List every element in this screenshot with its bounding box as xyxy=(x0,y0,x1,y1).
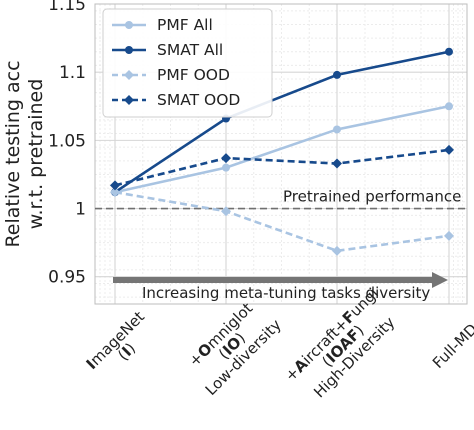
y-axis-label-line: w.r.t. pretrained xyxy=(25,79,47,230)
legend: PMF All SMAT All PMF OOD SMAT OOD xyxy=(102,8,273,118)
legend-entry: SMAT OOD xyxy=(112,91,240,109)
plot-border xyxy=(94,3,468,305)
x-tick-label: Full-MD xyxy=(429,320,474,372)
legend-label: SMAT All xyxy=(157,41,223,59)
series-pmf-all xyxy=(111,102,453,197)
data-point xyxy=(333,70,341,79)
legend-label: PMF OOD xyxy=(157,66,230,84)
series-line xyxy=(114,190,450,253)
plot-frame xyxy=(94,3,468,305)
legend-label: PMF All xyxy=(157,16,213,34)
data-point xyxy=(333,125,341,134)
x-tick-label: ImageNet(I) xyxy=(83,308,148,373)
legend-entry: PMF OOD xyxy=(112,66,230,84)
y-tick-label: 1.15 xyxy=(48,0,86,15)
legend-swatch-marker xyxy=(124,70,134,80)
legend-entry: SMAT All xyxy=(112,41,223,59)
data-point xyxy=(445,47,453,56)
data-point xyxy=(444,230,454,241)
y-tick-label: 1.1 xyxy=(59,63,86,83)
diversity-arrow-label: Increasing meta-tuning tasks diversity xyxy=(142,284,430,302)
data-point xyxy=(445,102,453,111)
data-point xyxy=(332,245,342,256)
x-tick-labels: ImageNet(I) +Omniglot(IO)Low-diversity+Ai… xyxy=(83,284,474,401)
data-point xyxy=(221,153,231,164)
series-layer xyxy=(110,47,454,256)
reference-line-label: Pretrained performance xyxy=(283,188,461,206)
x-tick-label: +Omniglot(IO)Low-diversity xyxy=(185,299,285,399)
series-pmf-ood xyxy=(110,187,454,256)
data-point xyxy=(222,163,230,172)
y-tick-label: 0.95 xyxy=(48,268,86,288)
legend-label: SMAT OOD xyxy=(157,91,240,109)
y-tick-label: 1 xyxy=(75,200,86,220)
x-tick-label-line: ImageNet xyxy=(83,308,148,373)
y-tick-label: 1.05 xyxy=(48,131,86,151)
data-point xyxy=(110,187,120,198)
x-tick-label-line: (IO) xyxy=(215,329,249,363)
legend-entry: PMF All xyxy=(112,16,213,34)
data-point xyxy=(110,180,120,191)
y-axis-label-line: Relative testing acc xyxy=(2,60,24,247)
legend-swatch-marker xyxy=(125,46,133,54)
y-axis-label: Relative testing acc w.r.t. pretrained xyxy=(2,60,47,247)
reference-line-group: Pretrained performance xyxy=(95,188,467,210)
diversity-arrow-group: Increasing meta-tuning tasks diversity xyxy=(113,272,448,302)
data-point xyxy=(444,144,454,155)
series-line xyxy=(114,104,450,194)
y-tick-labels: 0.95 1 1.05 1.1 1.15 xyxy=(48,0,86,288)
legend-swatch-marker xyxy=(124,95,134,105)
x-tick-label-line: Full-MD xyxy=(429,320,474,372)
series-line xyxy=(114,50,450,194)
legend-box xyxy=(102,8,273,118)
data-point xyxy=(221,206,231,217)
legend-swatch-marker xyxy=(125,21,133,29)
x-tick-label: +Aircraft+Fungi(IOAF)High-Diversity xyxy=(281,284,398,401)
series-smat-ood xyxy=(110,144,454,191)
data-point xyxy=(332,158,342,169)
diversity-arrow-head xyxy=(432,272,448,288)
series-line xyxy=(114,148,450,187)
